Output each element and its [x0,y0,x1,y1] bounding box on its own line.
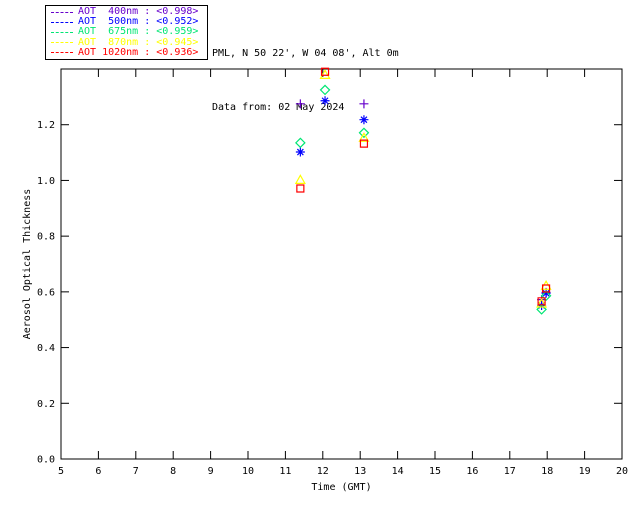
legend-item-label: AOT 675nm : <0.959> [78,26,199,38]
plot-frame [60,68,623,460]
y-tick-label: 1.0 [37,176,55,187]
data-point-aot-500nm [541,288,551,298]
x-tick-label: 6 [95,466,101,477]
x-axis-title: Time (GMT) [311,482,371,493]
x-tick-label: 14 [392,466,404,477]
x-tick-label: 5 [58,466,64,477]
x-tick-label: 12 [317,466,329,477]
x-tick-label: 7 [133,466,139,477]
x-tick-label: 18 [541,466,553,477]
legend-item-400nm: AOT 400nm : <0.998> [51,7,205,17]
plot-header: PML, N 50 22', W 04 08', Alt 0m Data fro… [212,9,399,153]
data-point-aot-675nm [540,290,552,302]
data-point-aot-500nm [359,115,369,125]
x-tick-label: 20 [616,466,628,477]
x-tick-label: 17 [504,466,516,477]
legend-item-label: AOT 500nm : <0.952> [78,16,199,28]
legend-dashed-line-swatch [51,31,73,33]
legend-item-500nm: AOT 500nm : <0.952> [51,17,205,27]
x-tick-label: 19 [579,466,591,477]
data-point-aot-870nm [536,297,548,308]
y-tick-label: 0.6 [37,287,55,298]
x-tick-label: 10 [242,466,254,477]
legend-dashed-line-swatch [51,42,73,44]
data-point-aot-675nm [295,137,306,149]
legend-dashed-line-swatch [51,52,73,54]
legend-dashed-line-swatch [51,11,73,13]
data-point-aot-1020nm [320,67,330,76]
data-point-aot-870nm [294,174,306,184]
data-point-aot-675nm [536,304,547,315]
y-tick-label: 1.2 [37,120,55,131]
legend-item-label: AOT 870nm : <0.945> [78,36,199,48]
y-tick-label: 0.0 [37,455,55,466]
x-tick-label: 9 [208,466,214,477]
data-point-aot-400nm [359,99,369,109]
data-point-aot-1020nm [537,297,546,306]
data-point-aot-870nm [319,69,331,79]
data-point-aot-675nm [358,127,370,139]
y-tick-label: 0.8 [37,232,55,243]
legend-item-1020nm: AOT 1020nm : <0.936> [51,46,205,58]
station-title: PML, N 50 22', W 04 08', Alt 0m [212,48,399,59]
y-tick-label: 0.4 [37,343,55,354]
y-tick-label: 0.2 [37,399,55,410]
data-date-label: Data from: 02 May 2024 [212,102,345,113]
x-tick-label: 8 [170,466,176,477]
x-tick-label: 11 [279,466,291,477]
legend-item-870nm: AOT 870nm : <0.945> [51,36,205,48]
data-point-aot-500nm [320,96,330,106]
legend-item-675nm: AOT 675nm : <0.959> [51,27,205,37]
data-point-aot-400nm [295,99,305,109]
legend-box: AOT 400nm : <0.998> AOT 500nm : <0.952> AO… [45,5,208,60]
data-point-aot-500nm [295,147,305,157]
data-point-aot-1020nm [296,184,305,193]
data-point-aot-1020nm [359,139,369,148]
data-point-aot-870nm [358,132,370,142]
data-point-aot-675nm [319,84,331,96]
legend-item-label: AOT 400nm : <0.998> [78,6,199,18]
data-point-aot-1020nm [541,284,551,293]
legend-dashed-line-swatch [51,21,73,23]
legend-item-label: AOT 1020nm : <0.936> [78,46,199,58]
x-tick-label: 13 [354,466,366,477]
x-tick-label: 16 [466,466,478,477]
y-axis-title: Aerosol Optical Thickness [22,189,33,340]
x-tick-label: 15 [429,466,441,477]
